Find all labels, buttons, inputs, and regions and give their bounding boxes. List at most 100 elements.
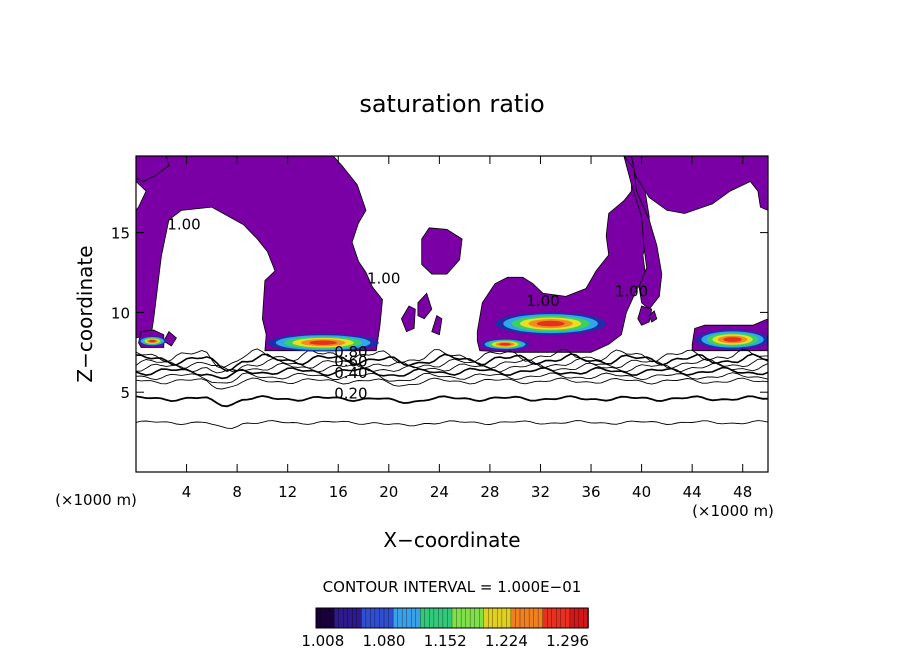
- colorbar-cell-39: [488, 607, 494, 629]
- x-unit-left: (×1000 m): [55, 491, 137, 509]
- colorbar-cell-12: [365, 607, 372, 629]
- x-tick-label-36: 36: [581, 483, 600, 501]
- x-axis-label: X−coordinate: [383, 528, 520, 552]
- supersaturated-region-11: [400, 305, 416, 333]
- colorbar-tick-5: 1.296: [546, 632, 589, 650]
- saturation-core-4-layer-6: [499, 342, 512, 346]
- colorbar-cell-36: [474, 607, 480, 629]
- colorbar-cell-20: [401, 607, 408, 629]
- contour-label-7: 0.40: [334, 364, 367, 382]
- contour-label-5: 0.80: [334, 343, 367, 361]
- colorbar-cell-4: [329, 607, 335, 629]
- colorbar-cell-52: [547, 607, 553, 629]
- contour-line-4: [136, 372, 768, 384]
- y-tick-label-15: 15: [111, 225, 130, 243]
- colorbar-cell-45: [515, 607, 521, 629]
- colorbar-cell-21: [406, 607, 412, 629]
- colorbar-cell-15: [379, 607, 385, 629]
- x-tick-label-28: 28: [480, 483, 499, 501]
- colorbar-frame: [315, 607, 589, 629]
- x-axis-ticks: 4 8 12 16 20 24 28 32 36 40 44 48: [182, 156, 752, 501]
- y-tick-label-10: 10: [111, 304, 130, 322]
- contour-line-5: [136, 366, 768, 380]
- colorbar-tick-1: 1.008: [301, 632, 344, 650]
- colorbar-cell-48: [528, 607, 535, 629]
- contour-label-8: 0.20: [334, 385, 367, 403]
- colorbar-cell-5: [333, 607, 340, 629]
- supersaturated-region-4: [417, 292, 433, 320]
- contour-interval: CONTOUR INTERVAL = 1.000E−01: [323, 578, 582, 596]
- colorbar-cell-49: [533, 607, 539, 629]
- supersaturated-region-14: [648, 310, 658, 323]
- colorbar-cell-30: [447, 607, 453, 629]
- colorbar-tick-2: 1.080: [363, 632, 406, 650]
- contour-label-2: 1.00: [367, 270, 400, 288]
- colorbar-tick-4: 1.224: [485, 632, 528, 650]
- colorbar-cell-56: [565, 607, 571, 629]
- supersaturated-region-12: [431, 314, 443, 336]
- supersaturated-regions: [136, 156, 768, 353]
- saturation-core-5-layer-6: [148, 339, 156, 343]
- high-saturation-bands: [138, 312, 768, 352]
- colorbar-cell-27: [433, 607, 440, 629]
- colorbar-cell-50: [537, 607, 544, 629]
- colorbar-cell-17: [388, 607, 394, 629]
- colorbar-cell-26: [429, 607, 435, 629]
- colorbar-cell-16: [383, 607, 390, 629]
- colorbar-cell-22: [411, 607, 417, 629]
- colorbar-cell-13: [370, 607, 376, 629]
- supersaturated-region-3: [421, 227, 463, 275]
- colorbar-cell-19: [397, 607, 403, 629]
- y-axis-ticks: 5 10 15: [111, 225, 768, 402]
- supersaturated-region-6: [623, 156, 663, 310]
- colorbar-cell-41: [497, 607, 503, 629]
- chart-title: saturation ratio: [359, 90, 544, 118]
- x-tick-label-16: 16: [329, 483, 348, 501]
- x-unit-right: (×1000 m): [692, 502, 774, 520]
- colorbar-cell-24: [420, 607, 426, 629]
- supersaturated-region-5: [476, 156, 650, 353]
- colorbar-cell-54: [556, 607, 562, 629]
- colorbar-cell-29: [442, 607, 449, 629]
- y-axis-label: Z−coordinate: [73, 245, 97, 382]
- contour-lines: [136, 348, 768, 429]
- x-tick-label-44: 44: [683, 483, 702, 501]
- contour-label-4: 1.00: [615, 282, 648, 300]
- y-tick-label-5: 5: [120, 384, 130, 402]
- contour-line-3: [136, 377, 768, 390]
- colorbar-tick-3: 1.152: [424, 632, 467, 650]
- x-tick-label-48: 48: [733, 483, 752, 501]
- colorbar-cell-7: [343, 607, 349, 629]
- colorbar-cell-10: [356, 607, 363, 629]
- x-tick-label-8: 8: [232, 483, 242, 501]
- colorbar-cell-44: [510, 607, 517, 629]
- colorbar-cell-2: [320, 607, 326, 629]
- colorbar-cell-35: [469, 607, 476, 629]
- colorbar-cell-46: [519, 607, 526, 629]
- colorbar-cell-55: [560, 607, 567, 629]
- contour-line-2: [136, 395, 768, 408]
- contour-line-8: [136, 353, 768, 372]
- colorbar-tick-labels: 1.008 1.080 1.152 1.224 1.296: [301, 632, 589, 650]
- x-tick-label-32: 32: [531, 483, 550, 501]
- contour-label-3: 1.00: [526, 292, 559, 310]
- saturation-core-3-layer-6: [723, 337, 742, 342]
- colorbar-cell-57: [569, 607, 576, 629]
- colorbar-cell-3: [324, 607, 331, 629]
- supersaturated-region-10: [163, 330, 177, 347]
- colorbar-cell-42: [501, 607, 508, 629]
- colorbar-cell-9: [352, 607, 358, 629]
- colorbar-cell-47: [524, 607, 530, 629]
- x-tick-label-4: 4: [182, 483, 192, 501]
- supersaturated-region-7: [631, 156, 768, 214]
- colorbar-cell-25: [424, 607, 431, 629]
- contour-line-9: [136, 348, 768, 369]
- colorbar-cell-11: [361, 607, 367, 629]
- colorbar-cell-53: [551, 607, 557, 629]
- colorbar-cell-37: [479, 607, 485, 629]
- contour-label-6: 0.60: [334, 353, 367, 371]
- colorbar-cell-51: [542, 607, 548, 629]
- colorbar: [315, 607, 589, 629]
- x-tick-label-40: 40: [632, 483, 651, 501]
- colorbar-cell-33: [460, 607, 467, 629]
